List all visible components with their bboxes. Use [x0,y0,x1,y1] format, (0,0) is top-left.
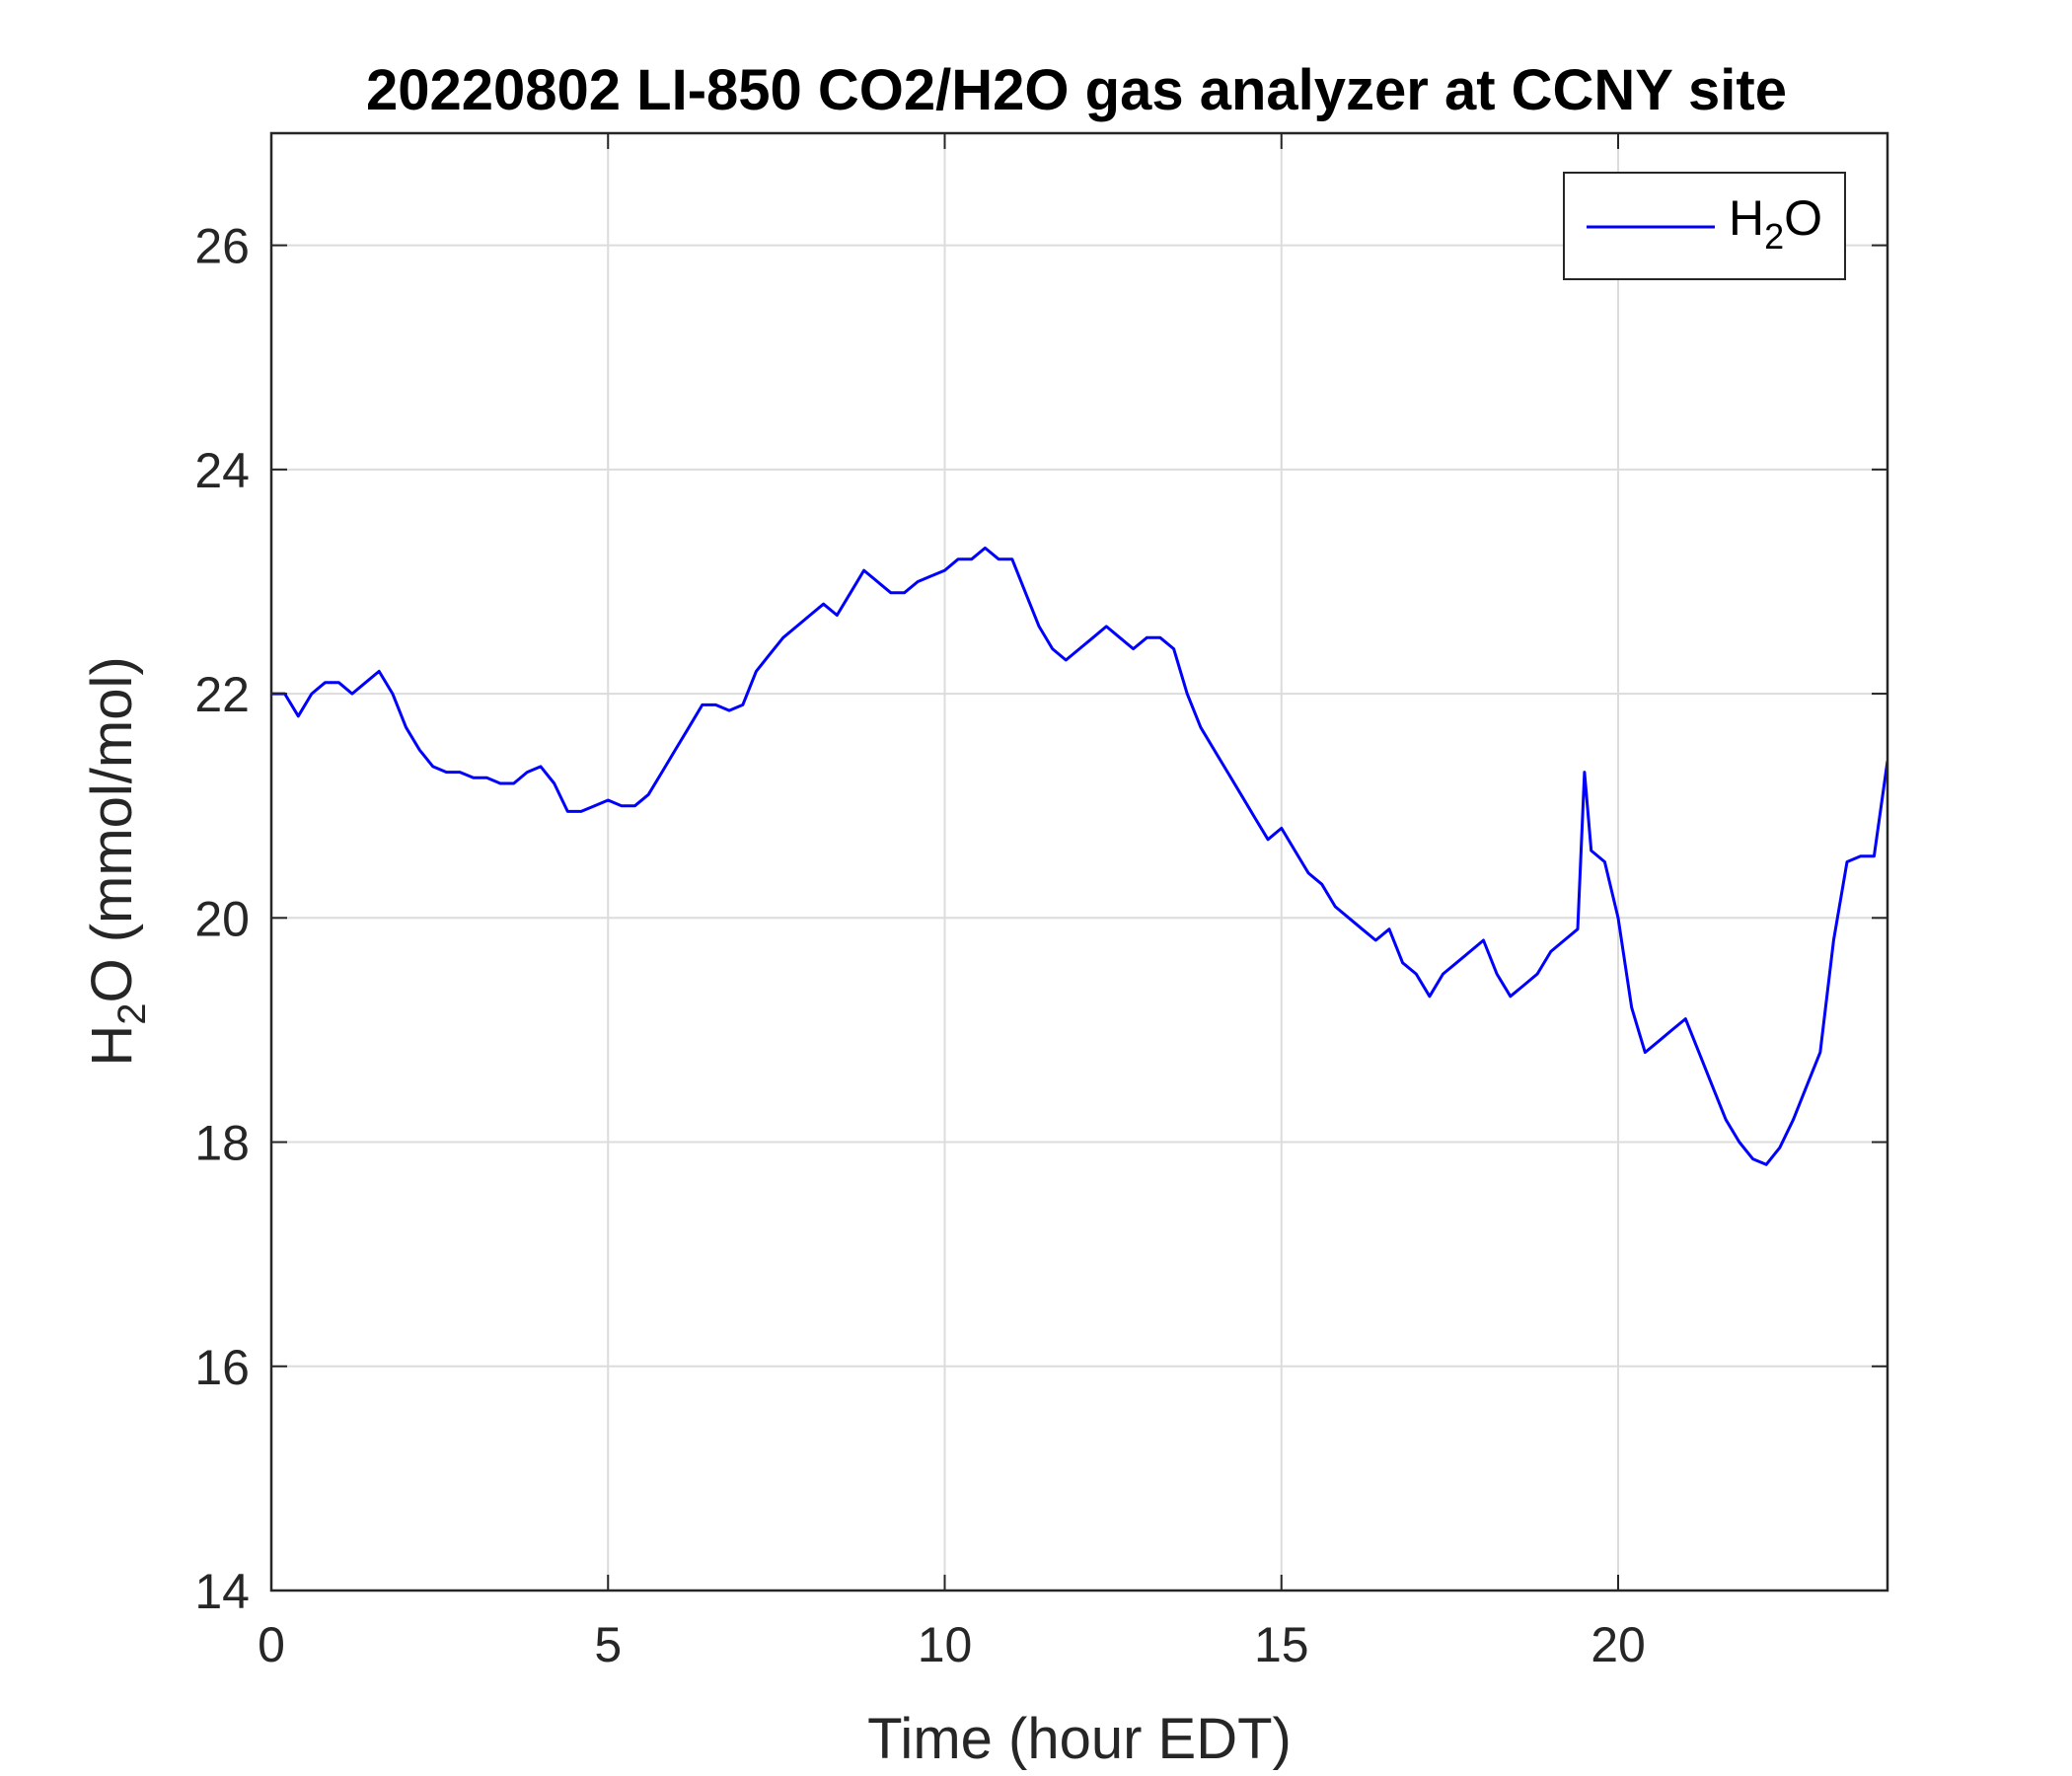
x-tick-label: 5 [594,1617,622,1672]
y-tick-label: 20 [194,891,250,946]
grid [271,133,1887,1591]
series-line-h2o [271,546,1887,1166]
legend-label-h2o: H2O [1729,190,1822,257]
x-tick-label: 10 [918,1617,973,1672]
y-axis-label-rest: O (mmol/mol) [80,656,144,1002]
y-axis-label: H2O (mmol/mol) [80,656,154,1066]
axes [269,131,1889,1592]
y-tick-label: 14 [194,1564,250,1619]
y-axis-label-main: H [80,1025,144,1067]
y-tick-label: 26 [194,219,250,274]
legend: H2O [1563,172,1846,280]
axes-frame [269,131,1889,1592]
y-tick-label: 24 [194,443,250,498]
plot-area [271,546,1887,1166]
y-axis-label-subscript: 2 [111,1003,154,1025]
chart-title: 20220802 LI-850 CO2/H2O gas analyzer at … [366,58,1787,122]
y-tick-label: 16 [194,1340,250,1395]
x-tick-label: 15 [1254,1617,1309,1672]
tick-labels: 0 5 10 15 20 14 16 18 20 22 24 26 [194,219,1645,1672]
y-tick-label: 18 [194,1116,250,1171]
y-tick-label: 22 [194,667,250,722]
x-axis-label: Time (hour EDT) [867,1707,1292,1771]
x-tick-label: 20 [1591,1617,1646,1672]
x-tick-label: 0 [258,1617,285,1672]
